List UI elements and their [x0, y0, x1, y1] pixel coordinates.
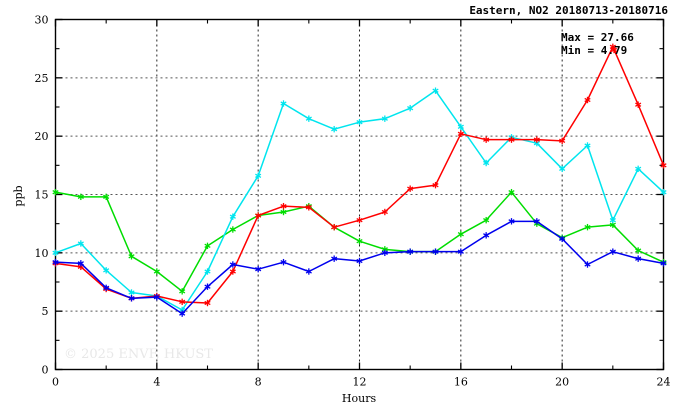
x-tick-label: 0 — [52, 376, 59, 389]
series-blue — [52, 218, 667, 317]
gridlines — [55, 19, 664, 370]
y-tick-label: 15 — [35, 189, 49, 202]
annotation-markers — [610, 46, 618, 54]
y-tick-label: 25 — [35, 72, 49, 85]
y-tick-label: 20 — [35, 130, 49, 143]
x-tick-label: 16 — [454, 376, 468, 389]
y-tick-label: 5 — [42, 305, 49, 318]
x-tick-label: 12 — [353, 376, 367, 389]
x-tick-label: 4 — [153, 376, 160, 389]
y-tick-label: 0 — [42, 364, 49, 377]
watermark-text: © 2025 ENVF, HKUST — [64, 347, 213, 362]
x-axis-title: Hours — [342, 392, 377, 405]
x-tick-label: 8 — [255, 376, 262, 389]
min-annotation: Min = 4.79 — [561, 44, 627, 57]
x-tick-label: 24 — [657, 376, 671, 389]
chart-title: Eastern, NO2 20180713-20180716 — [469, 4, 668, 17]
axis-tick-labels: 0 4 8 12 16 20 24 0 5 10 15 20 25 30 — [35, 14, 671, 389]
max-annotation: Max = 27.66 — [561, 31, 634, 44]
y-axis-title: ppb — [12, 185, 25, 206]
y-tick-label: 10 — [35, 247, 49, 260]
x-tick-label: 20 — [555, 376, 569, 389]
y-tick-label: 30 — [35, 14, 49, 27]
